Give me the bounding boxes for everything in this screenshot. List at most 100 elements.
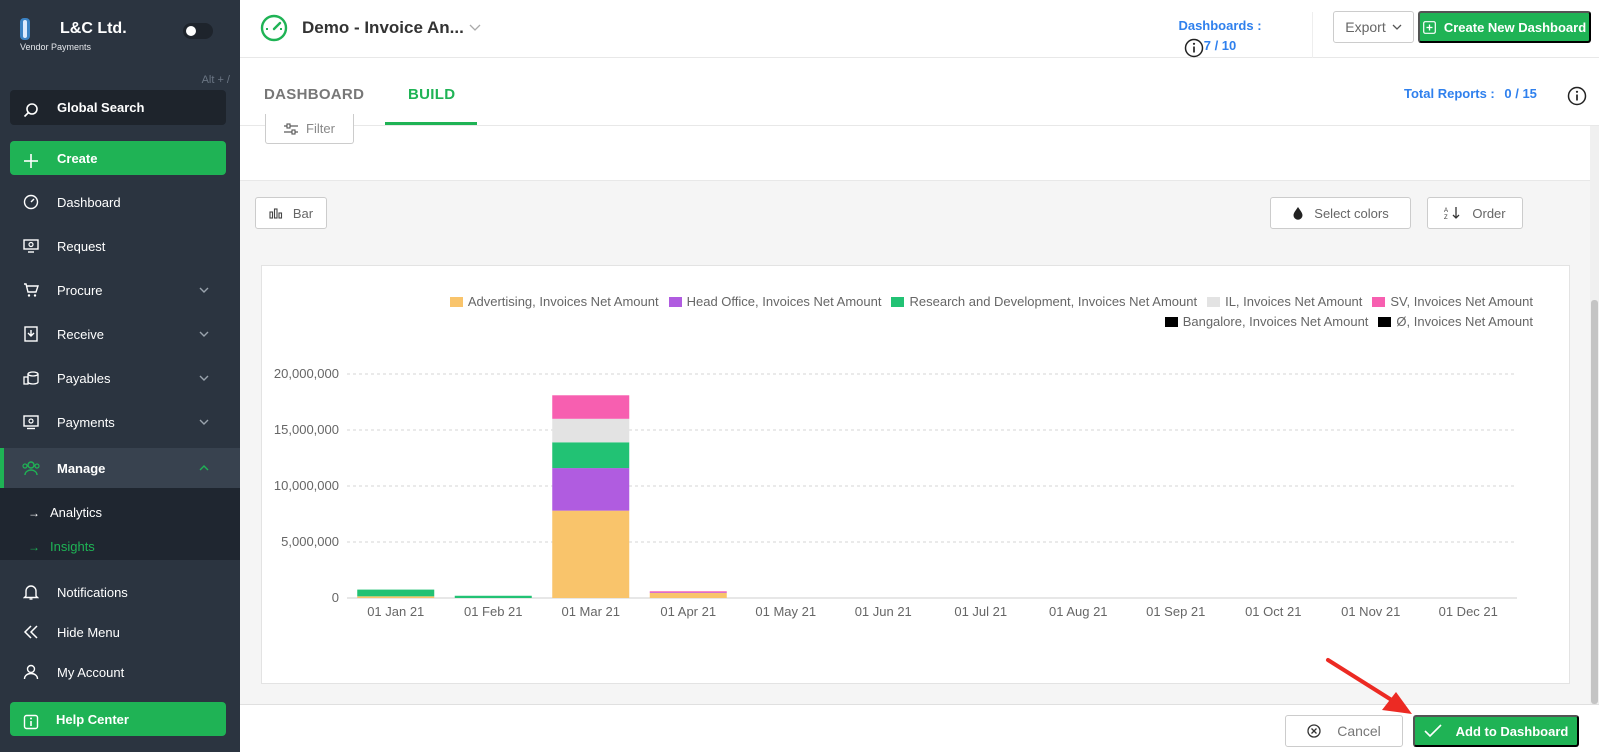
export-button[interactable]: Export	[1333, 11, 1414, 43]
plus-icon	[22, 152, 40, 170]
y-tick-label: 15,000,000	[274, 422, 339, 437]
legend-label: Ø, Invoices Net Amount	[1396, 314, 1533, 329]
tab-build[interactable]: BUILD	[408, 86, 456, 103]
sidebar-item-procure[interactable]: Procure	[0, 270, 240, 310]
legend-item[interactable]: Ø, Invoices Net Amount	[1378, 314, 1533, 329]
sidebar-item-my-account[interactable]: My Account	[0, 652, 240, 692]
arrow-right-icon: →	[28, 539, 40, 554]
sidebar-item-dashboard[interactable]: Dashboard	[0, 182, 240, 222]
legend-label: SV, Invoices Net Amount	[1390, 294, 1533, 309]
sidebar-item-label: Payments	[57, 414, 115, 430]
chevron-down-icon	[1392, 24, 1402, 30]
bar-segment	[552, 468, 630, 511]
sliders-icon	[284, 122, 299, 135]
legend-swatch	[1372, 296, 1386, 307]
bar-segment	[649, 591, 727, 593]
global-search-label: Global Search	[57, 100, 145, 115]
global-search-button[interactable]: Global Search	[10, 90, 226, 125]
sidebar-item-label: Hide Menu	[57, 624, 120, 640]
droplet-icon	[1293, 207, 1303, 220]
bar-label: Bar	[292, 205, 314, 221]
export-label: Export	[1345, 19, 1386, 35]
top-header: Demo - Invoice An... Dashboards : 7 / 10…	[240, 0, 1599, 58]
total-reports-value: 0 / 15	[1504, 86, 1537, 101]
sidebar-item-manage[interactable]: Manage	[0, 448, 240, 488]
legend-label: Research and Development, Invoices Net A…	[909, 294, 1198, 309]
legend-swatch	[1207, 296, 1221, 307]
dashboard-title[interactable]: Demo - Invoice An...	[302, 18, 464, 37]
bar-chart-icon	[269, 208, 282, 219]
x-tick-label: 01 Apr 21	[660, 604, 716, 619]
legend-item[interactable]: Bangalore, Invoices Net Amount	[1164, 314, 1369, 329]
y-tick-label: 0	[332, 590, 339, 605]
brand-subtitle: Vendor Payments	[20, 42, 92, 52]
sidebar-subitem-label: Insights	[50, 539, 95, 554]
bell-icon	[22, 583, 40, 601]
legend-item[interactable]: Advertising, Invoices Net Amount	[449, 294, 659, 309]
close-circle-icon	[1307, 724, 1321, 738]
x-tick-label: 01 Oct 21	[1245, 604, 1301, 619]
legend-item[interactable]: Head Office, Invoices Net Amount	[668, 294, 881, 309]
x-tick-label: 01 Sep 21	[1146, 604, 1205, 619]
chevron-down-icon[interactable]	[469, 23, 481, 33]
select-colors-button[interactable]: Select colors	[1270, 197, 1411, 229]
check-icon	[1424, 724, 1442, 738]
info-circle-icon[interactable]	[1567, 86, 1587, 106]
bar-segment	[552, 510, 630, 598]
sidebar-item-receive[interactable]: Receive	[0, 314, 240, 354]
x-tick-label: 01 Jan 21	[367, 604, 424, 619]
sidebar-item-payables[interactable]: Payables	[0, 358, 240, 398]
download-box-icon	[22, 325, 40, 343]
coins-icon	[22, 369, 40, 387]
double-chevron-left-icon	[22, 623, 40, 641]
create-new-dashboard-button[interactable]: Create New Dashboard	[1418, 11, 1591, 43]
sidebar-item-request[interactable]: Request	[0, 226, 240, 266]
x-tick-label: 01 Aug 21	[1049, 604, 1108, 619]
legend-swatch	[1378, 316, 1392, 327]
info-square-icon	[22, 713, 40, 731]
users-group-icon	[22, 459, 40, 477]
bar-segment	[454, 595, 532, 598]
x-tick-label: 01 Feb 21	[464, 604, 523, 619]
legend-label: Bangalore, Invoices Net Amount	[1182, 314, 1369, 329]
annotation-arrow-icon	[1326, 658, 1412, 714]
add-to-dashboard-button[interactable]: Add to Dashboard	[1413, 715, 1579, 747]
theme-toggle[interactable]	[183, 23, 213, 39]
bar-chart: 0 5,000,000 10,000,000 15,000,000 20,000,000…	[274, 366, 1517, 619]
dashboards-count-label: Dashboards :	[1178, 18, 1262, 33]
tab-dashboard[interactable]: DASHBOARD	[264, 86, 365, 103]
user-icon	[22, 663, 40, 681]
chart-type-bar-button[interactable]: Bar	[255, 197, 327, 229]
bar-segment	[357, 589, 435, 597]
cancel-button[interactable]: Cancel	[1285, 715, 1403, 747]
sidebar-item-payments[interactable]: Payments	[0, 402, 240, 442]
legend-swatch	[891, 296, 905, 307]
sidebar-subitem-analytics[interactable]: → Analytics	[28, 505, 102, 520]
company-logo-icon	[20, 18, 30, 40]
filter-button[interactable]: Filter	[265, 114, 354, 144]
legend-item[interactable]: IL, Invoices Net Amount	[1207, 294, 1362, 309]
svg-text:A: A	[1444, 208, 1448, 214]
create-button[interactable]: Create	[10, 141, 226, 175]
sidebar-item-label: Procure	[57, 282, 103, 298]
chart-card: Advertising, Invoices Net Amount Head Off…	[261, 265, 1570, 684]
sidebar-item-notifications[interactable]: Notifications	[0, 572, 240, 612]
y-tick-label: 20,000,000	[274, 366, 339, 381]
x-tick-label: 01 Mar 21	[561, 604, 620, 619]
bar-segment	[649, 592, 727, 598]
chevron-down-icon	[199, 331, 209, 337]
help-center-button[interactable]: Help Center	[10, 702, 226, 736]
legend-item[interactable]: Research and Development, Invoices Net A…	[891, 294, 1197, 309]
sidebar-subitem-insights[interactable]: → Insights	[28, 539, 95, 554]
sidebar-item-label: My Account	[57, 664, 125, 680]
chart-legend: Advertising, Invoices Net Amount Head Off…	[353, 294, 1533, 329]
footer-bar: Cancel Add to Dashboard	[240, 704, 1599, 752]
legend-item[interactable]: SV, Invoices Net Amount	[1372, 294, 1533, 309]
scrollbar-thumb[interactable]	[1591, 300, 1598, 704]
x-tick-label: 01 Dec 21	[1439, 604, 1498, 619]
brand-name: L&C Ltd.	[60, 20, 127, 37]
info-circle-icon[interactable]	[1184, 38, 1204, 58]
sidebar-item-hide-menu[interactable]: Hide Menu	[0, 612, 240, 652]
